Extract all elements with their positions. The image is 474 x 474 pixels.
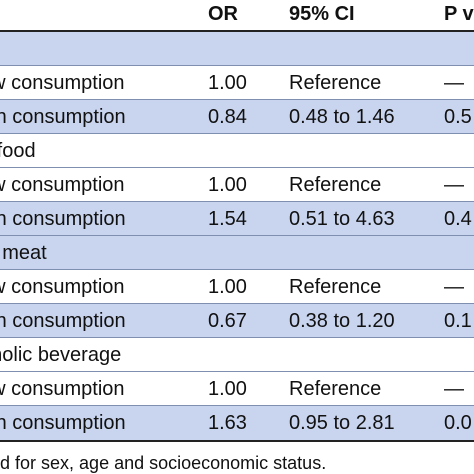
row-p: 0.5: [444, 106, 472, 128]
row-p: 0.1: [444, 310, 472, 332]
row-p: —: [444, 72, 464, 94]
table-row: ow consumption 1.00 Reference —: [0, 66, 474, 100]
row-or: 0.67: [208, 310, 247, 332]
row-ci: Reference: [289, 72, 382, 94]
row-p: —: [444, 174, 464, 196]
table-row: igh consumption 0.84 0.48 to 1.46 0.5: [0, 100, 474, 134]
header-rule: [0, 30, 474, 32]
row-label: te meat: [0, 242, 47, 264]
header-ci: 95% CI: [289, 3, 355, 25]
table-row: ow consumption 1.00 Reference —: [0, 270, 474, 304]
row-p: —: [444, 276, 464, 298]
row-p: 0.4: [444, 208, 472, 230]
row-or: 1.54: [208, 208, 247, 230]
row-ci: 0.38 to 1.20: [289, 310, 395, 332]
row-label: ow consumption: [0, 72, 125, 94]
row-label: ow consumption: [0, 174, 125, 196]
table-row: igh consumption 1.54 0.51 to 4.63 0.4: [0, 202, 474, 236]
row-ci: 0.48 to 1.46: [289, 106, 395, 128]
table-row: ow consumption 1.00 Reference —: [0, 372, 474, 406]
row-label: ow consumption: [0, 378, 125, 400]
row-ci: Reference: [289, 276, 382, 298]
header-or: OR: [208, 3, 238, 25]
row-label: igh consumption: [0, 106, 126, 128]
row-ci: Reference: [289, 174, 382, 196]
group-row: d food: [0, 134, 474, 168]
row-label: ow consumption: [0, 276, 125, 298]
header-p-value: P v: [444, 3, 474, 25]
table-footnote: sted for sex, age and socioeconomic stat…: [0, 453, 327, 473]
row-ci: 0.95 to 2.81: [289, 412, 395, 434]
row-label: d food: [0, 140, 36, 162]
bottom-rule: [0, 440, 474, 442]
row-label: igh consumption: [0, 310, 126, 332]
group-row: t: [0, 32, 474, 66]
row-or: 1.00: [208, 378, 247, 400]
row-or: 1.00: [208, 72, 247, 94]
table-row: igh consumption 0.67 0.38 to 1.20 0.1: [0, 304, 474, 338]
row-label: igh consumption: [0, 412, 126, 434]
row-label: igh consumption: [0, 208, 126, 230]
row-ci: 0.51 to 4.63: [289, 208, 395, 230]
row-p: —: [444, 378, 464, 400]
table-row: ow consumption 1.00 Reference —: [0, 168, 474, 202]
group-row: te meat: [0, 236, 474, 270]
group-row: oholic beverage: [0, 338, 474, 372]
table-row: igh consumption 1.63 0.95 to 2.81 0.0: [0, 406, 474, 440]
row-label: oholic beverage: [0, 344, 122, 366]
row-ci: Reference: [289, 378, 382, 400]
table-header-row: OR 95% CI P v: [0, 0, 474, 32]
row-p: 0.0: [444, 412, 472, 434]
row-or: 1.00: [208, 174, 247, 196]
row-or: 0.84: [208, 106, 247, 128]
row-or: 1.63: [208, 412, 247, 434]
row-or: 1.00: [208, 276, 247, 298]
